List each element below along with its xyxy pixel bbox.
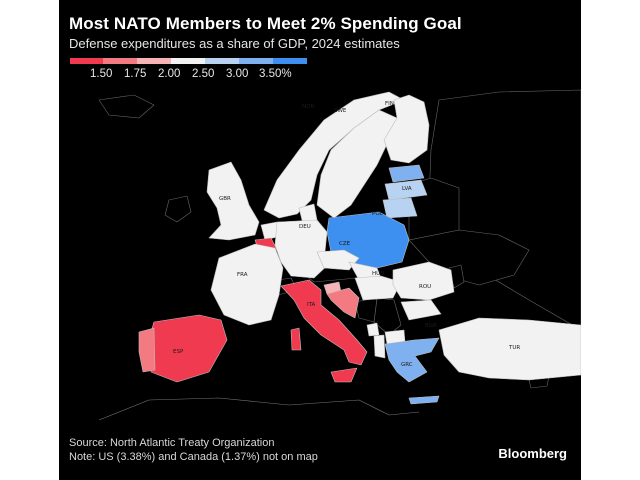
country-lva <box>384 179 428 201</box>
country-fra <box>210 243 284 326</box>
legend-tick-6: 3.50% <box>259 68 292 80</box>
label-swe: SWE <box>334 108 347 114</box>
legend-swatch-red-strong <box>70 58 103 64</box>
label-rou: ROU <box>419 284 431 290</box>
source-note: Source: North Atlantic Treaty Organizati… <box>69 436 318 464</box>
country-mne <box>366 322 380 337</box>
label-cze: CZE <box>339 241 351 247</box>
country-fin <box>383 94 430 164</box>
country-esp <box>146 314 228 383</box>
country-ita-sardinia <box>290 327 302 351</box>
country-deu <box>274 219 332 279</box>
ireland-region <box>164 195 192 223</box>
legend-swatch-red-mid <box>103 58 137 64</box>
label-ita: ITA <box>307 302 316 308</box>
country-ita-sicily <box>330 367 358 383</box>
country-ita <box>280 279 368 366</box>
label-hun: HUN <box>372 271 384 277</box>
label-tur: TUR <box>508 345 520 351</box>
label-gbr: GBR <box>219 196 231 202</box>
country-grc <box>384 337 440 383</box>
russia-region <box>428 89 581 331</box>
legend-swatch-blue-strong <box>273 58 307 64</box>
country-hrv <box>326 287 360 319</box>
label-pol: POL <box>372 211 384 217</box>
country-bgr <box>400 299 442 321</box>
legend-tick-5: 3.00 <box>226 68 249 80</box>
country-grc-crete <box>408 395 440 405</box>
country-alb <box>373 334 386 359</box>
label-esp: ESP <box>173 349 184 355</box>
label-fin: FIN <box>385 101 394 107</box>
chart-title: Most NATO Members to Meet 2% Spending Go… <box>69 14 462 33</box>
legend-tick-1: 1.50 <box>90 68 113 80</box>
europe-map: NOR SWE FIN LVA GBR DEU POL CZE FRA ITA … <box>98 89 581 420</box>
source-text: Source: North Atlantic Treaty Organizati… <box>69 437 275 449</box>
chart-subtitle: Defense expenditures as a share of GDP, … <box>69 36 400 51</box>
label-bgr: BGR <box>425 323 437 329</box>
country-est <box>388 164 425 183</box>
country-tur <box>438 317 581 381</box>
chart-card: Most NATO Members to Meet 2% Spending Go… <box>59 0 581 480</box>
country-prt <box>138 327 156 373</box>
label-deu: DEU <box>299 224 311 230</box>
country-gbr <box>206 161 260 241</box>
legend-tick-3: 2.00 <box>158 68 181 80</box>
legend-swatch-blue-light <box>205 58 239 64</box>
legend-swatch-red-light <box>137 58 171 64</box>
label-grc: GRC <box>401 362 413 368</box>
africa-coast <box>98 397 420 420</box>
country-ltu <box>382 197 418 219</box>
legend-tick-4: 2.50 <box>192 68 215 80</box>
label-nor: NOR <box>302 104 314 110</box>
legend-swatch-neutral <box>171 58 205 64</box>
note-text: Note: US (3.38%) and Canada (1.37%) not … <box>69 451 318 463</box>
country-rou <box>392 261 455 301</box>
legend-color-bar <box>70 58 307 64</box>
legend-swatch-blue-mid <box>239 58 273 64</box>
iceland-region <box>98 94 155 119</box>
label-fra: FRA <box>237 272 248 278</box>
label-lva: LVA <box>402 186 412 192</box>
bloomberg-logo: Bloomberg <box>498 446 567 461</box>
legend-tick-2: 1.75 <box>124 68 147 80</box>
